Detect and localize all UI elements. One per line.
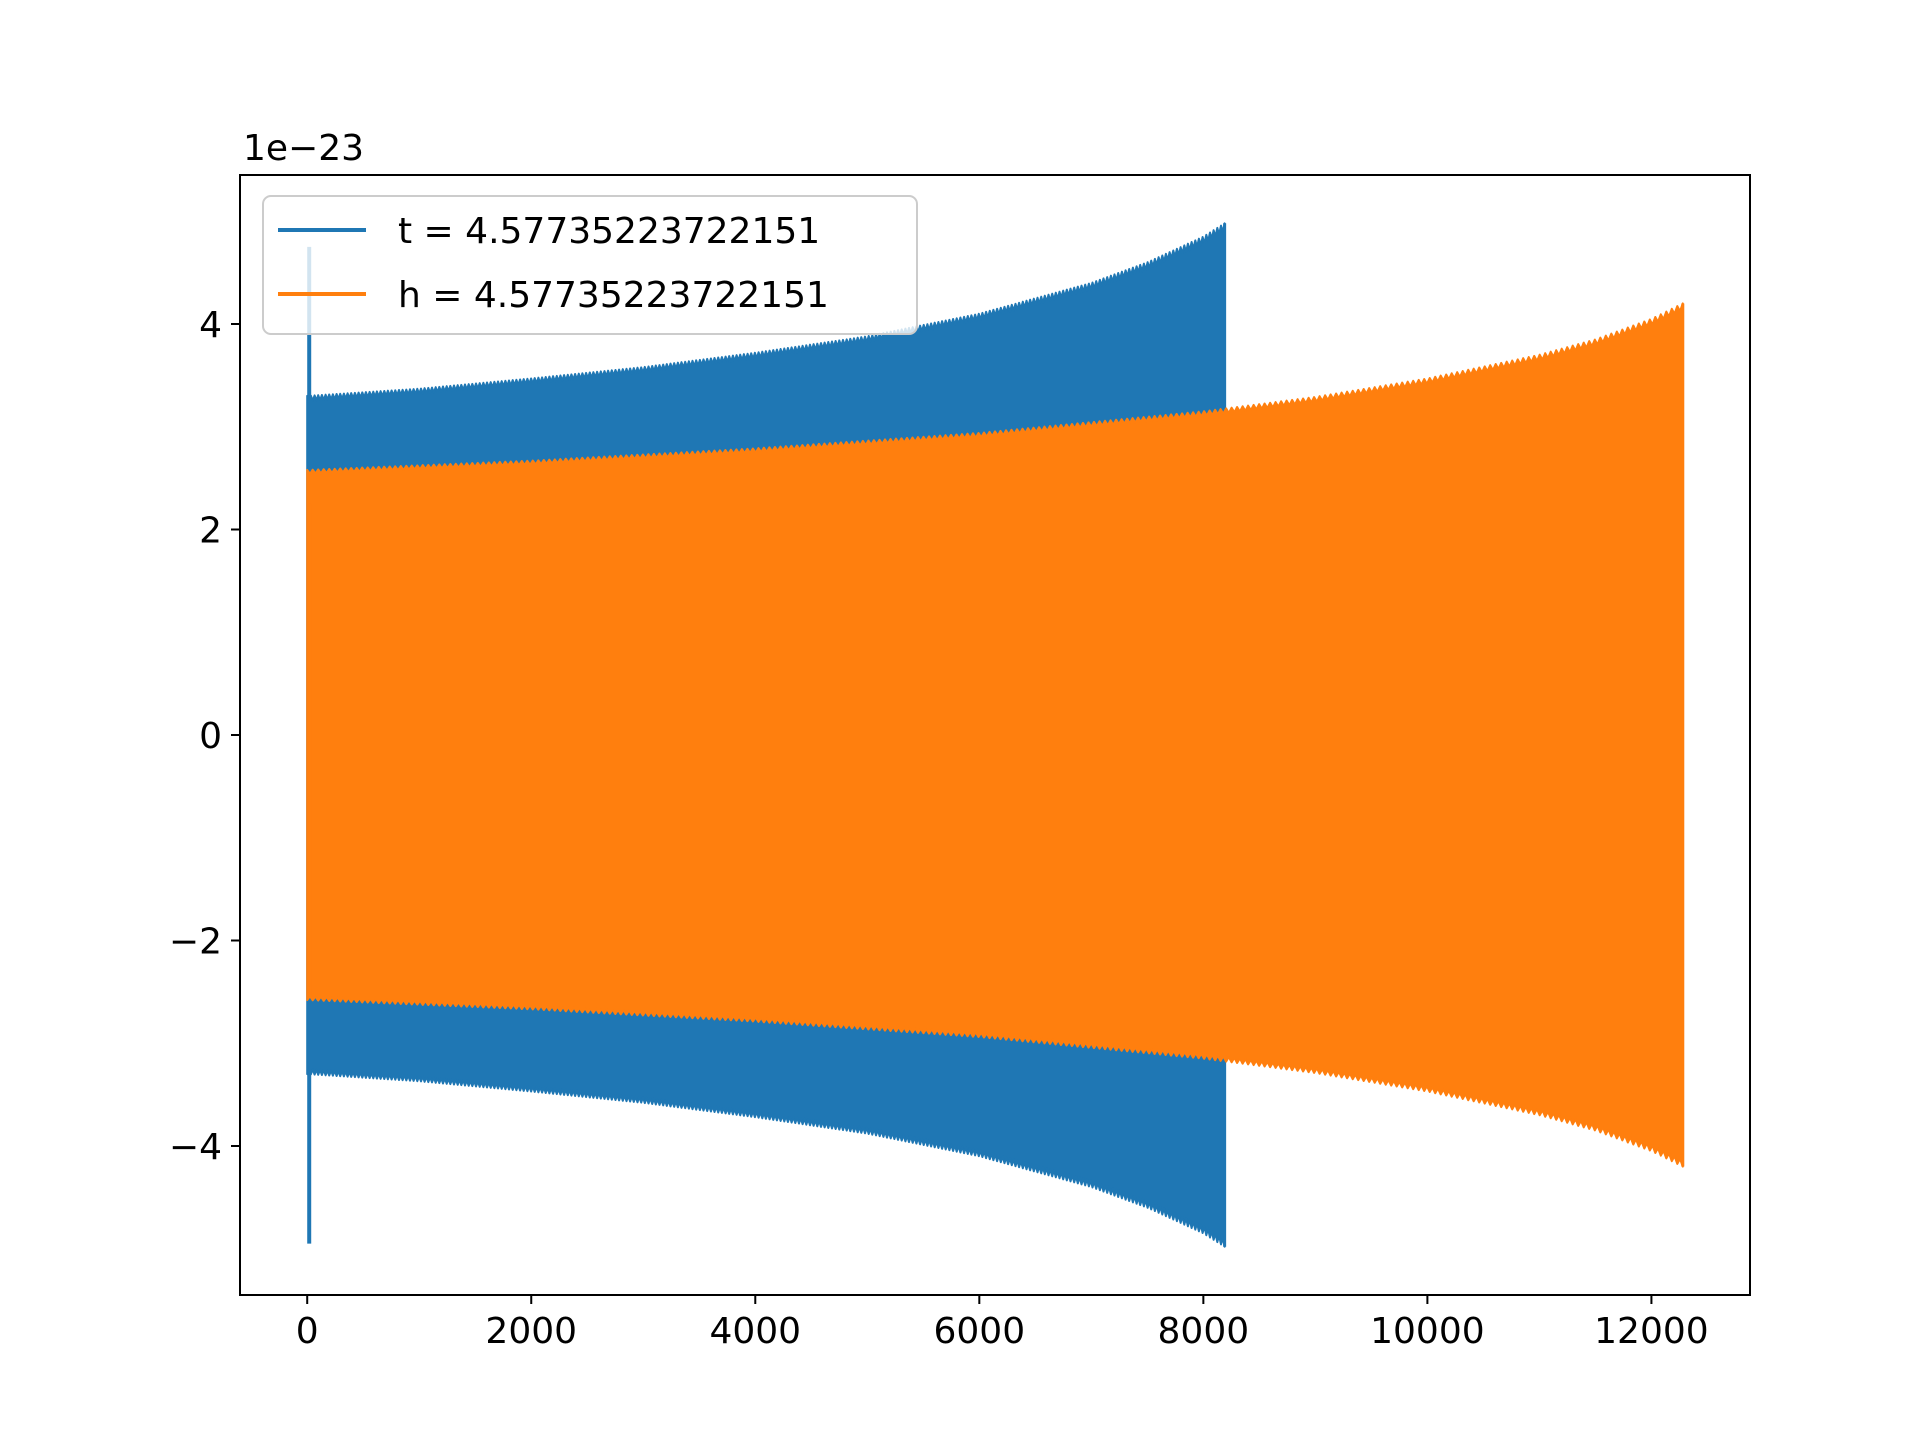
legend-label: h = 4.57735223722151 — [398, 275, 829, 316]
y-tick-label: −4 — [169, 1127, 222, 1168]
y-tick-label: −2 — [169, 922, 222, 963]
legend-box — [262, 195, 918, 335]
x-tick-label: 6000 — [934, 1311, 1026, 1352]
x-tick-label: 0 — [296, 1311, 319, 1352]
x-tick-label: 8000 — [1158, 1311, 1250, 1352]
y-offset-label: 1e−23 — [243, 128, 364, 169]
legend-label: t = 4.57735223722151 — [398, 211, 820, 252]
y-axis: 4 2 0 −2 −4 — [169, 305, 240, 1168]
series-layer — [306, 222, 1685, 1248]
y-tick-label: 4 — [199, 305, 222, 346]
x-tick-label: 2000 — [485, 1311, 577, 1352]
y-tick-label: 0 — [199, 716, 222, 757]
x-tick-label: 4000 — [709, 1311, 801, 1352]
y-tick-label: 2 — [199, 510, 222, 551]
x-axis: 0 2000 4000 6000 8000 10000 12000 — [296, 1295, 1709, 1352]
x-tick-label: 12000 — [1594, 1311, 1709, 1352]
series-2-envelope — [306, 302, 1684, 1168]
series-2 — [306, 302, 1685, 1168]
legend: t = 4.57735223722151 h = 4.57735223722151 — [262, 195, 918, 335]
x-tick-label: 10000 — [1370, 1311, 1485, 1352]
